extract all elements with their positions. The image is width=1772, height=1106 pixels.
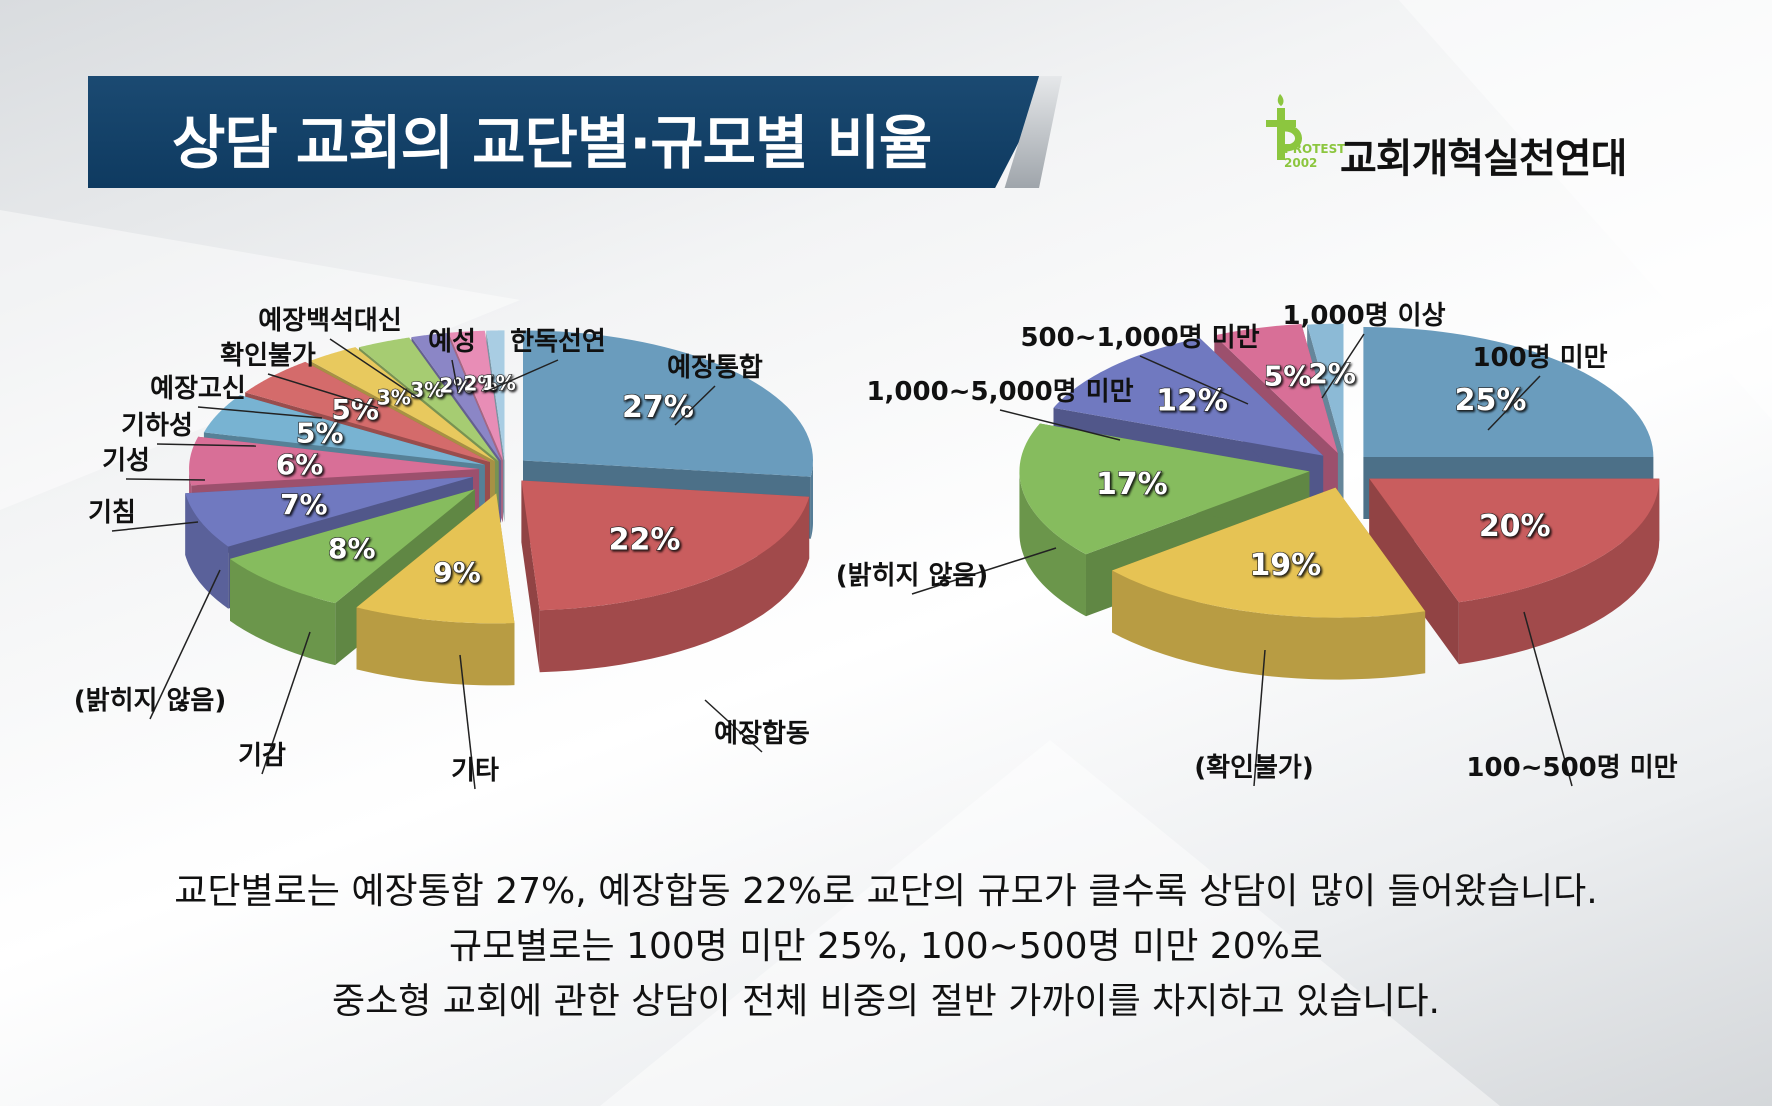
percent-label-3: 9% [433, 556, 481, 589]
callout-line-3 [1253, 649, 1266, 787]
category-label-8: 기하성 [121, 411, 193, 441]
percent-label-1: 25% [1455, 383, 1527, 418]
callout-line-12 [451, 359, 459, 393]
percent-label-2: 20% [1479, 509, 1551, 544]
percent-label-1: 27% [622, 390, 694, 425]
logo-small-text: PROTEST [1284, 142, 1346, 156]
callout-line-7 [1321, 333, 1365, 399]
callout-line-5 [149, 569, 221, 720]
percent-label-4: 8% [328, 532, 376, 565]
description-line-2: 규모별로는 100명 미만 25%, 100~500명 미만 20%로 [449, 926, 1323, 967]
page-title: 상담 교회의 교단별·규모별 비율 [172, 109, 932, 177]
percent-label-12: 2% [463, 372, 497, 396]
category-label-1: 예장통합 [667, 353, 763, 383]
category-label-13: 한독선연 [510, 327, 606, 357]
percent-label-6: 6% [276, 448, 324, 481]
category-label-11: 예장백석대신 [258, 306, 402, 336]
category-label-4: (밝히지 않음) [836, 561, 988, 591]
category-label-10: 확인불가 [220, 341, 316, 371]
category-label-3: 기타 [451, 756, 499, 786]
category-label-5: (밝히지 않음) [74, 686, 226, 716]
logo-year-text: 2002 [1284, 156, 1318, 170]
percent-label-13: 1% [482, 371, 516, 395]
category-label-7: 1,000명 이상 [1282, 301, 1445, 331]
category-label-5: 1,000~5,000명 미만 [866, 377, 1133, 407]
callout-line-4 [911, 547, 1057, 595]
category-label-1: 100명 미만 [1472, 343, 1607, 373]
category-label-2: 100~500명 미만 [1466, 753, 1677, 783]
callout-line-6 [111, 521, 199, 532]
callout-line-1 [674, 385, 716, 426]
title-banner [88, 76, 1053, 188]
percent-label-6: 5% [1264, 360, 1312, 393]
pie-slice-2 [1369, 478, 1660, 665]
callout-line-2 [704, 699, 763, 753]
description-line-3: 중소형 교회에 관한 상담이 전체 비중의 절반 가까이를 차지하고 있습니다. [331, 981, 1441, 1022]
percent-label-5: 7% [280, 488, 328, 521]
callout-line-3 [459, 654, 476, 790]
callout-line-1 [1487, 375, 1541, 431]
callout-line-4 [261, 631, 311, 775]
callout-line-8 [156, 443, 257, 447]
callout-line-9 [197, 406, 323, 419]
pie-slice-3 [1112, 487, 1426, 680]
category-label-7: 기성 [102, 446, 150, 476]
callout-line-13 [484, 359, 559, 393]
percent-label-10: 3% [410, 378, 444, 402]
percent-label-8: 5% [331, 393, 379, 426]
percent-label-4: 17% [1096, 467, 1168, 502]
church-size-pie-chart: 25% 20% 19% 17% 12% 5%2% 100명 미만 100~500명 미만 (확인… [836, 301, 1678, 787]
organization-logo: PROTEST 2002 교회개혁실천연대 [1262, 86, 1642, 186]
callout-line-2 [1523, 611, 1573, 787]
candle-cross-icon [1266, 94, 1302, 160]
category-label-4: 기감 [238, 741, 286, 771]
category-label-6: 500~1,000명 미만 [1020, 323, 1259, 353]
category-label-6: 기침 [88, 498, 136, 528]
pie-slice-3 [356, 493, 515, 686]
callout-line-11 [329, 338, 419, 399]
pie-slice-2 [521, 480, 810, 673]
callout-line-5 [999, 409, 1121, 441]
callout-line-7 [125, 478, 206, 481]
category-label-9: 예장고신 [150, 374, 246, 404]
organization-name: 교회개혁실천연대 [1340, 136, 1627, 182]
percent-label-3: 19% [1249, 548, 1321, 583]
percent-label-7: 5% [296, 417, 344, 450]
denomination-pie-chart: 27%22%9%8%7%6%5%5%3%3%2%2%1%예장통합예장합동기타기감… [74, 306, 814, 790]
percent-label-5: 12% [1156, 384, 1228, 419]
category-label-2: 예장합동 [714, 719, 810, 749]
callout-line-6 [1139, 355, 1249, 405]
category-label-12: 예성 [428, 327, 476, 357]
description-line-1: 교단별로는 예장통합 27%, 예장합동 22%로 교단의 규모가 클수록 상담… [174, 871, 1598, 912]
percent-label-2: 22% [609, 522, 681, 557]
percent-label-7: 2% [1308, 357, 1356, 390]
category-label-3: (확인불가) [1194, 753, 1313, 783]
callout-line-10 [267, 373, 379, 409]
